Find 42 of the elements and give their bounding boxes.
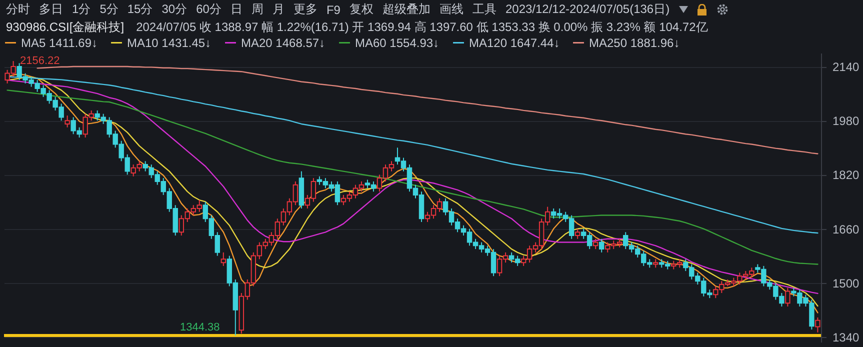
chart-subtitle: 2024/07/05 收 1388.97 幅 1.22%(16.71) 开 1369.94 高 1397.60 低 1353.33 换 0.00% 振 3.23% 额 104.72亿	[136, 19, 708, 36]
candlestick	[592, 238, 598, 250]
y-tick-label: 1980	[832, 114, 860, 128]
annotation: 2156.22	[20, 55, 60, 67]
text: 更多	[293, 1, 318, 18]
text: 多日	[39, 1, 63, 18]
text: 周	[251, 1, 264, 18]
text: 复权	[349, 1, 374, 18]
text: 月	[272, 1, 284, 18]
line-series	[36, 66, 818, 154]
legend-label: MA20 1468.57↓	[241, 36, 326, 50]
legend-label: MA10 1431.45↓	[127, 36, 212, 50]
legend-label: MA250 1881.96↓	[589, 36, 680, 50]
legend-label: MA60 1554.93↓	[355, 36, 440, 50]
chart-title: 930986.CSI[金融科技]	[6, 19, 124, 36]
y-tick-label: 2140	[832, 60, 860, 74]
text: 日	[230, 1, 242, 18]
candlestick	[815, 316, 820, 333]
line-series	[6, 90, 818, 265]
legend-label: MA5 1411.69↓	[21, 36, 98, 50]
candlestick	[574, 228, 580, 240]
legend-label: MA120 1647.44↓	[469, 36, 560, 50]
text: 1分	[72, 1, 91, 18]
candlestick	[785, 287, 790, 308]
candlestick	[64, 115, 70, 128]
text: 30分	[162, 1, 188, 18]
candlestick	[220, 252, 226, 266]
y-tick-label: 1660	[832, 222, 860, 236]
candlestick	[598, 238, 604, 253]
ref-line-label: 1344.38	[180, 321, 220, 334]
text: 工具	[472, 1, 496, 18]
text: 2023/12/12-2024/07/05(136日)	[505, 1, 670, 18]
text: 5分	[100, 1, 118, 18]
text: 60分	[196, 1, 222, 18]
y-tick-label: 1500	[832, 276, 860, 290]
y-tick-label: 1820	[832, 168, 860, 182]
y-tick-label: 1340	[832, 330, 860, 344]
text: 超级叠加	[382, 1, 430, 18]
text: 画线	[439, 1, 464, 18]
text: F9	[326, 2, 340, 16]
text: 15分	[127, 1, 153, 18]
text: 分时	[6, 1, 30, 18]
